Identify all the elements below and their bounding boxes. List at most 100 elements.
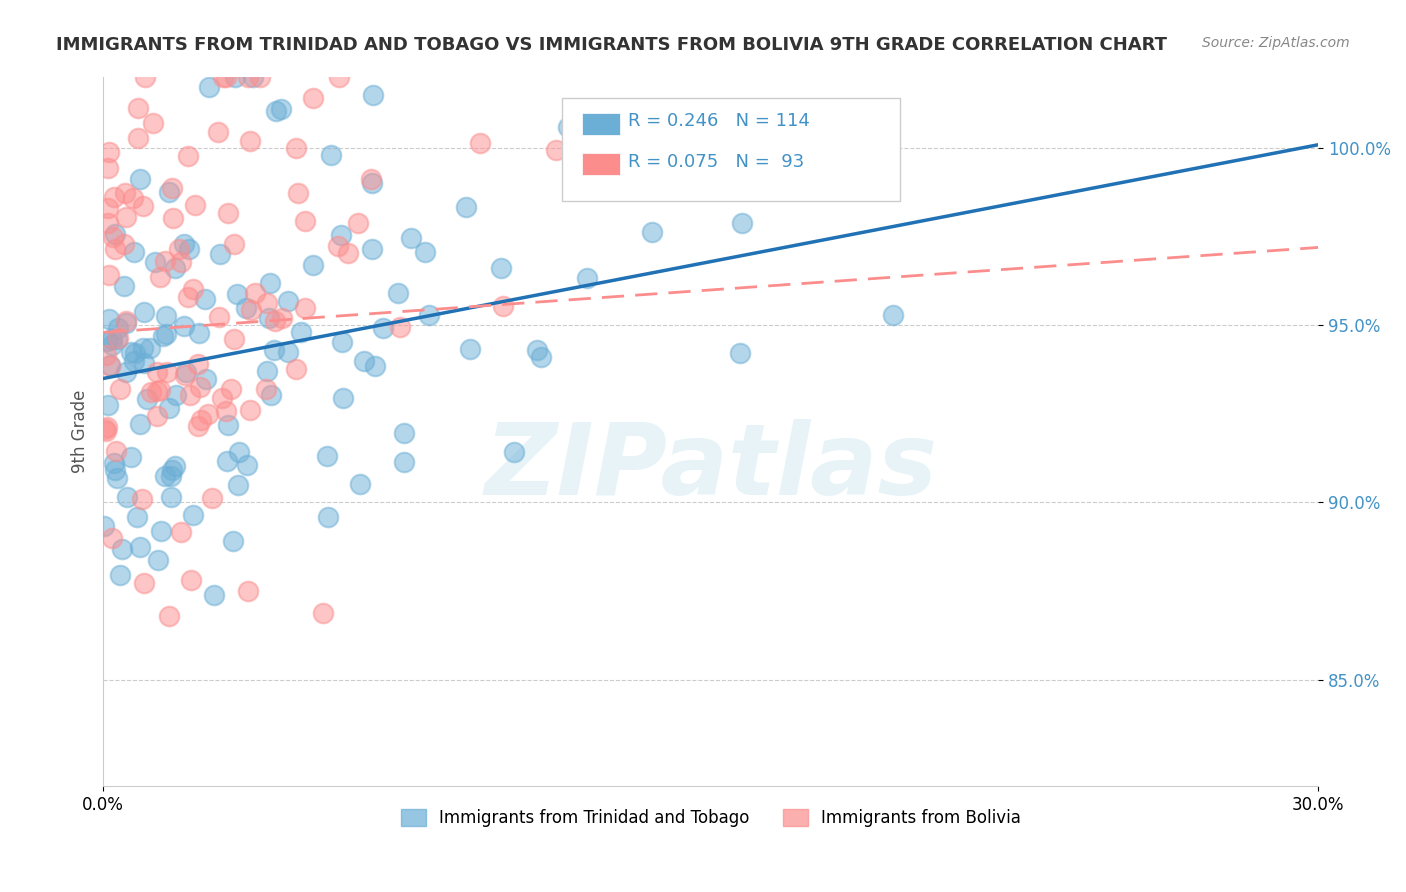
Immigrants from Bolivia <box>544 143 567 157</box>
Immigrants from Trinidad and Tobago <box>353 354 375 368</box>
Immigrants from Bolivia <box>181 282 204 296</box>
Immigrants from Trinidad and Tobago <box>458 342 481 356</box>
Immigrants from Bolivia <box>97 201 120 215</box>
Immigrants from Bolivia <box>104 242 127 256</box>
Immigrants from Trinidad and Tobago <box>224 70 246 85</box>
Immigrants from Bolivia <box>222 332 245 346</box>
Immigrants from Trinidad and Tobago <box>107 321 129 335</box>
Immigrants from Trinidad and Tobago <box>226 287 249 301</box>
Immigrants from Trinidad and Tobago <box>177 242 200 256</box>
Immigrants from Bolivia <box>211 391 233 405</box>
Text: IMMIGRANTS FROM TRINIDAD AND TOBAGO VS IMMIGRANTS FROM BOLIVIA 9TH GRADE CORRELA: IMMIGRANTS FROM TRINIDAD AND TOBAGO VS I… <box>56 36 1167 54</box>
Immigrants from Bolivia <box>97 268 120 282</box>
Immigrants from Bolivia <box>149 383 172 397</box>
Immigrants from Bolivia <box>328 70 350 85</box>
Immigrants from Trinidad and Tobago <box>316 509 339 524</box>
Immigrants from Trinidad and Tobago <box>731 216 754 230</box>
Immigrants from Bolivia <box>201 491 224 505</box>
Immigrants from Trinidad and Tobago <box>97 398 120 412</box>
Immigrants from Trinidad and Tobago <box>195 371 218 385</box>
Immigrants from Trinidad and Tobago <box>270 102 292 116</box>
Immigrants from Trinidad and Tobago <box>160 463 183 477</box>
Immigrants from Bolivia <box>142 116 165 130</box>
Immigrants from Bolivia <box>134 575 156 590</box>
Immigrants from Bolivia <box>217 205 239 219</box>
Immigrants from Bolivia <box>127 101 149 115</box>
Immigrants from Bolivia <box>134 70 156 85</box>
Immigrants from Bolivia <box>238 584 260 599</box>
Immigrants from Trinidad and Tobago <box>188 326 211 341</box>
Immigrants from Trinidad and Tobago <box>155 310 177 324</box>
Immigrants from Trinidad and Tobago <box>217 454 239 468</box>
Immigrants from Bolivia <box>131 492 153 507</box>
Immigrants from Trinidad and Tobago <box>160 490 183 504</box>
Immigrants from Trinidad and Tobago <box>221 534 243 549</box>
Immigrants from Trinidad and Tobago <box>96 334 118 348</box>
Immigrants from Trinidad and Tobago <box>98 358 121 372</box>
Immigrants from Trinidad and Tobago <box>319 147 342 161</box>
Immigrants from Bolivia <box>190 412 212 426</box>
Immigrants from Bolivia <box>187 419 209 434</box>
Immigrants from Bolivia <box>149 270 172 285</box>
Immigrants from Bolivia <box>224 237 246 252</box>
Immigrants from Trinidad and Tobago <box>132 305 155 319</box>
Immigrants from Bolivia <box>294 214 316 228</box>
Immigrants from Bolivia <box>197 407 219 421</box>
Immigrants from Trinidad and Tobago <box>526 343 548 358</box>
Immigrants from Trinidad and Tobago <box>361 176 384 190</box>
Immigrants from Bolivia <box>162 181 184 195</box>
Immigrants from Trinidad and Tobago <box>603 172 626 186</box>
Immigrants from Bolivia <box>249 70 271 85</box>
Immigrants from Bolivia <box>169 242 191 256</box>
Immigrants from Trinidad and Tobago <box>392 455 415 469</box>
Immigrants from Trinidad and Tobago <box>364 359 387 373</box>
Immigrants from Bolivia <box>245 285 267 300</box>
Immigrants from Bolivia <box>347 216 370 230</box>
Immigrants from Bolivia <box>215 403 238 417</box>
Immigrants from Trinidad and Tobago <box>157 185 180 199</box>
Immigrants from Bolivia <box>270 311 292 326</box>
Immigrants from Trinidad and Tobago <box>315 450 337 464</box>
Immigrants from Trinidad and Tobago <box>163 260 186 275</box>
Immigrants from Trinidad and Tobago <box>489 260 512 275</box>
Immigrants from Bolivia <box>284 141 307 155</box>
Immigrants from Bolivia <box>360 171 382 186</box>
Immigrants from Bolivia <box>287 186 309 201</box>
Immigrants from Trinidad and Tobago <box>302 258 325 272</box>
Immigrants from Trinidad and Tobago <box>155 327 177 342</box>
Immigrants from Trinidad and Tobago <box>264 104 287 119</box>
Immigrants from Trinidad and Tobago <box>277 345 299 359</box>
Immigrants from Trinidad and Tobago <box>135 392 157 407</box>
Immigrants from Bolivia <box>328 239 350 253</box>
Immigrants from Bolivia <box>112 237 135 252</box>
Immigrants from Trinidad and Tobago <box>277 293 299 308</box>
Immigrants from Trinidad and Tobago <box>576 271 599 285</box>
Immigrants from Trinidad and Tobago <box>160 468 183 483</box>
Immigrants from Bolivia <box>184 198 207 212</box>
Immigrants from Bolivia <box>170 524 193 539</box>
Immigrants from Bolivia <box>94 422 117 436</box>
Immigrants from Trinidad and Tobago <box>228 445 250 459</box>
Legend: Immigrants from Trinidad and Tobago, Immigrants from Bolivia: Immigrants from Trinidad and Tobago, Imm… <box>394 803 1028 834</box>
Immigrants from Trinidad and Tobago <box>399 231 422 245</box>
Immigrants from Trinidad and Tobago <box>139 341 162 355</box>
Immigrants from Trinidad and Tobago <box>259 276 281 290</box>
Immigrants from Trinidad and Tobago <box>163 458 186 473</box>
Immigrants from Trinidad and Tobago <box>394 426 416 441</box>
Immigrants from Trinidad and Tobago <box>181 508 204 522</box>
Immigrants from Trinidad and Tobago <box>132 356 155 370</box>
Immigrants from Bolivia <box>219 382 242 396</box>
Immigrants from Trinidad and Tobago <box>155 469 177 483</box>
Immigrants from Bolivia <box>107 331 129 345</box>
Immigrants from Trinidad and Tobago <box>120 344 142 359</box>
Immigrants from Bolivia <box>302 91 325 105</box>
Text: ZIPatlas: ZIPatlas <box>484 418 938 516</box>
Immigrants from Bolivia <box>312 606 335 620</box>
Immigrants from Trinidad and Tobago <box>263 343 285 357</box>
Immigrants from Trinidad and Tobago <box>235 301 257 315</box>
Immigrants from Bolivia <box>468 136 491 150</box>
Immigrants from Bolivia <box>115 314 138 328</box>
Immigrants from Trinidad and Tobago <box>557 120 579 134</box>
Immigrants from Bolivia <box>97 161 120 175</box>
Immigrants from Bolivia <box>101 531 124 545</box>
